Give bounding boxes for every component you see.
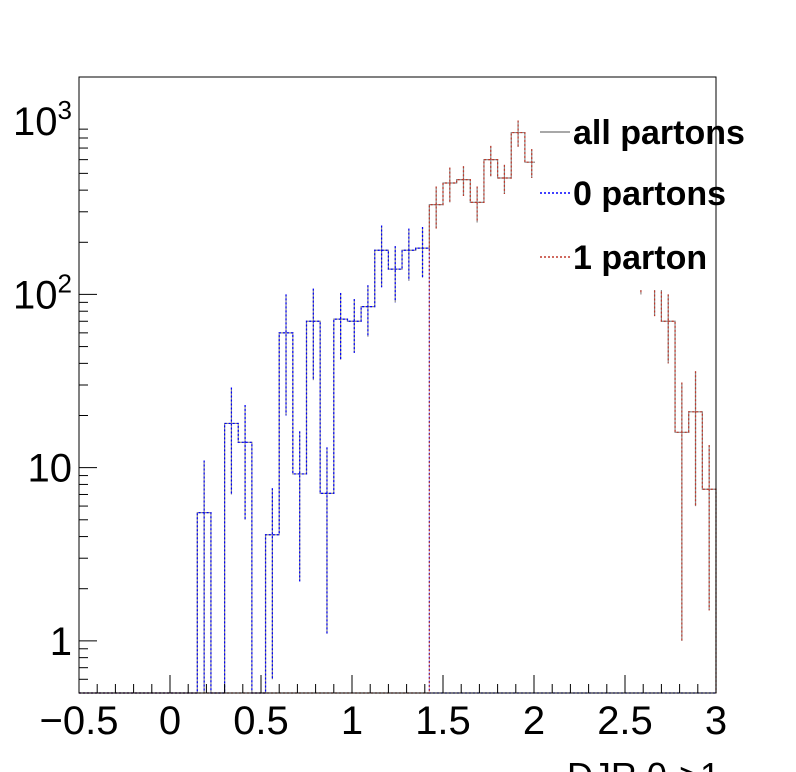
x-tick-label: 1.5 xyxy=(415,699,471,743)
x-tick-label: 2.5 xyxy=(597,699,653,743)
y-tick-label: 103 xyxy=(13,95,72,144)
x-axis: −0.5 0 0.5 1 1.5 2 2.5 3 xyxy=(40,675,727,743)
legend-label: all partons xyxy=(573,114,745,152)
x-tick-label: 0.5 xyxy=(233,699,289,743)
y-tick-label: 102 xyxy=(13,268,72,317)
legend-box xyxy=(535,104,715,290)
histogram-step-line xyxy=(79,131,717,694)
x-tick-label: 2 xyxy=(523,699,545,743)
x-tick-label: 3 xyxy=(705,699,727,743)
x-tick-label: −0.5 xyxy=(40,699,119,743)
legend: all partons 0 partons 1 parton xyxy=(535,104,745,290)
y-tick-label: 1 xyxy=(50,620,72,664)
x-axis-title: DJR 0->1 xyxy=(567,755,720,772)
y-axis: 1 10 102 103 xyxy=(13,95,97,694)
legend-label: 0 partons xyxy=(573,175,726,213)
legend-label: 1 parton xyxy=(573,239,707,277)
x-tick-label: 0 xyxy=(159,699,181,743)
y-tick-label: 10 xyxy=(28,447,73,491)
histogram-lines xyxy=(79,120,717,694)
x-tick-label: 1 xyxy=(341,699,363,743)
series-0-partons xyxy=(79,225,716,694)
